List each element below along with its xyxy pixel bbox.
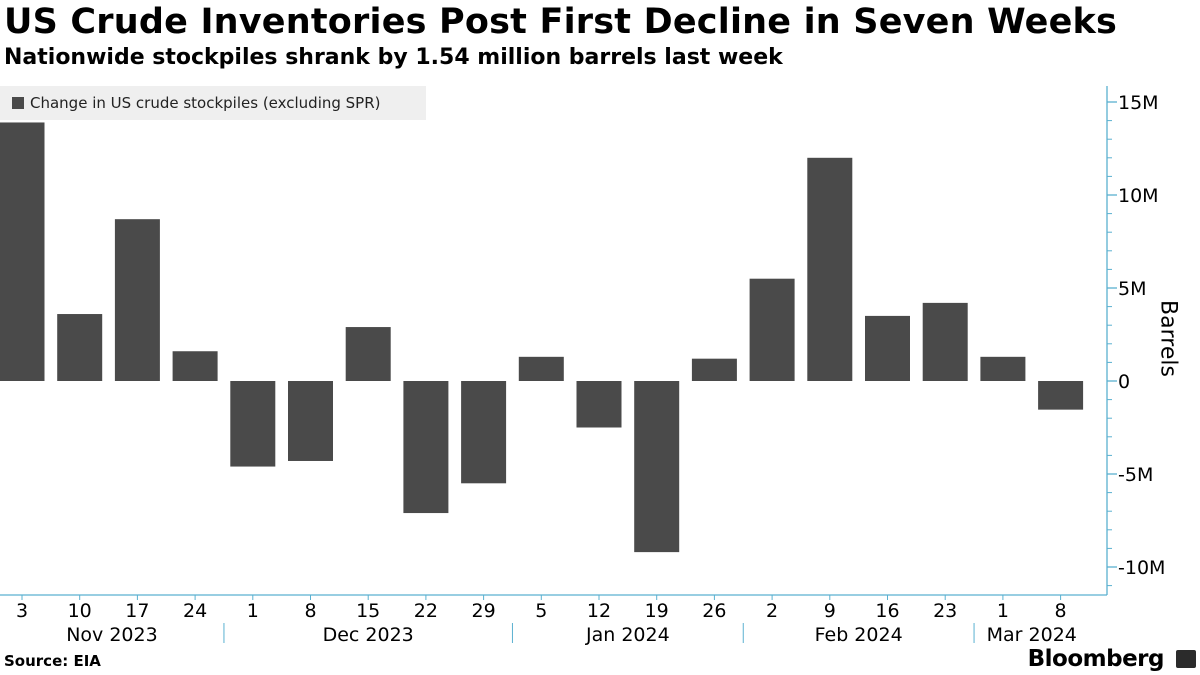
bar-5 — [288, 381, 333, 461]
month-label: Dec 2023 — [323, 624, 414, 646]
x-tick-label: 24 — [183, 600, 207, 622]
x-tick-label: 17 — [125, 600, 149, 622]
brand-logo: Bloomberg — [1027, 646, 1165, 672]
source-note: Source: EIA — [4, 652, 101, 670]
bar-0 — [0, 122, 45, 382]
x-tick-label: 8 — [304, 600, 316, 622]
x-tick-label: 2 — [766, 600, 778, 622]
bar-6 — [345, 327, 391, 381]
bar-7 — [403, 381, 449, 514]
bar-8 — [461, 381, 507, 484]
x-tick-label: 12 — [587, 600, 611, 622]
bar-9 — [518, 356, 564, 381]
chart-title: US Crude Inventories Post First Decline … — [4, 2, 1118, 42]
x-tick-label: 16 — [875, 600, 899, 622]
x-tick-label: 9 — [824, 600, 836, 622]
bar-17 — [980, 356, 1026, 381]
y-axis-label: Barrels — [1155, 300, 1181, 377]
bar-16 — [922, 302, 968, 381]
bar-1 — [57, 314, 103, 381]
x-tick-label: 8 — [1055, 600, 1067, 622]
y-tick-label: 10M — [1118, 185, 1159, 207]
bar-10 — [576, 381, 622, 428]
bar-2 — [114, 219, 160, 381]
bar-18 — [1038, 381, 1084, 410]
y-tick-label: -10M — [1118, 557, 1165, 579]
month-label: Mar 2024 — [987, 624, 1077, 646]
bar-14 — [807, 157, 853, 381]
x-tick-label: 29 — [472, 600, 496, 622]
brand-mark-icon — [1176, 650, 1196, 668]
x-tick-label: 26 — [702, 600, 726, 622]
bar-15 — [865, 315, 910, 381]
bar-3 — [172, 351, 218, 381]
month-label: Jan 2024 — [585, 624, 670, 646]
x-tick-label: 19 — [645, 600, 669, 622]
bar-12 — [691, 358, 737, 381]
month-label: Feb 2024 — [815, 624, 903, 646]
x-tick-label: 22 — [414, 600, 438, 622]
legend-swatch — [12, 97, 24, 109]
x-tick-label: 23 — [933, 600, 957, 622]
y-tick-label: 5M — [1118, 278, 1146, 300]
y-tick-label: 15M — [1118, 92, 1159, 114]
y-tick-label: 0 — [1118, 371, 1130, 393]
legend: Change in US crude stockpiles (excluding… — [0, 86, 426, 120]
x-tick-label: 3 — [16, 600, 28, 622]
x-tick-label: 1 — [247, 600, 259, 622]
bar-13 — [749, 278, 795, 381]
month-label: Nov 2023 — [66, 624, 157, 646]
chart-subtitle: Nationwide stockpiles shrank by 1.54 mil… — [4, 45, 783, 70]
bar-4 — [230, 381, 276, 467]
x-tick-label: 1 — [997, 600, 1009, 622]
bar-11 — [634, 381, 680, 553]
x-tick-label: 15 — [356, 600, 380, 622]
x-tick-label: 10 — [68, 600, 92, 622]
legend-label: Change in US crude stockpiles (excluding… — [30, 94, 381, 112]
x-tick-label: 5 — [535, 600, 547, 622]
y-tick-label: -5M — [1118, 464, 1153, 486]
